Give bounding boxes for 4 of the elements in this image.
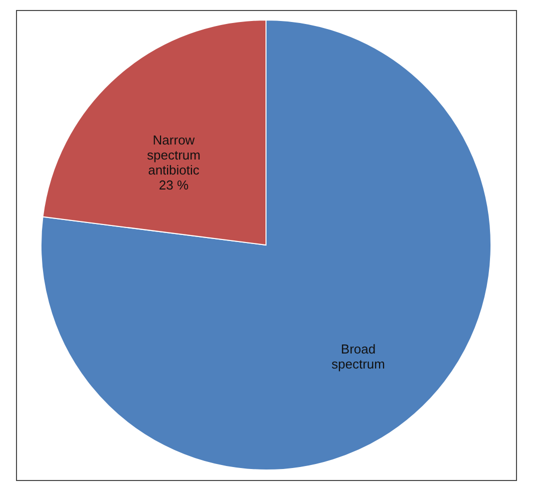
slice-label: Narrow spectrum antibiotic: [147, 132, 200, 178]
data-label: 23 %: [158, 177, 189, 192]
slice-label: Broad spectrum: [332, 342, 385, 372]
pie-slice: [40, 20, 492, 470]
